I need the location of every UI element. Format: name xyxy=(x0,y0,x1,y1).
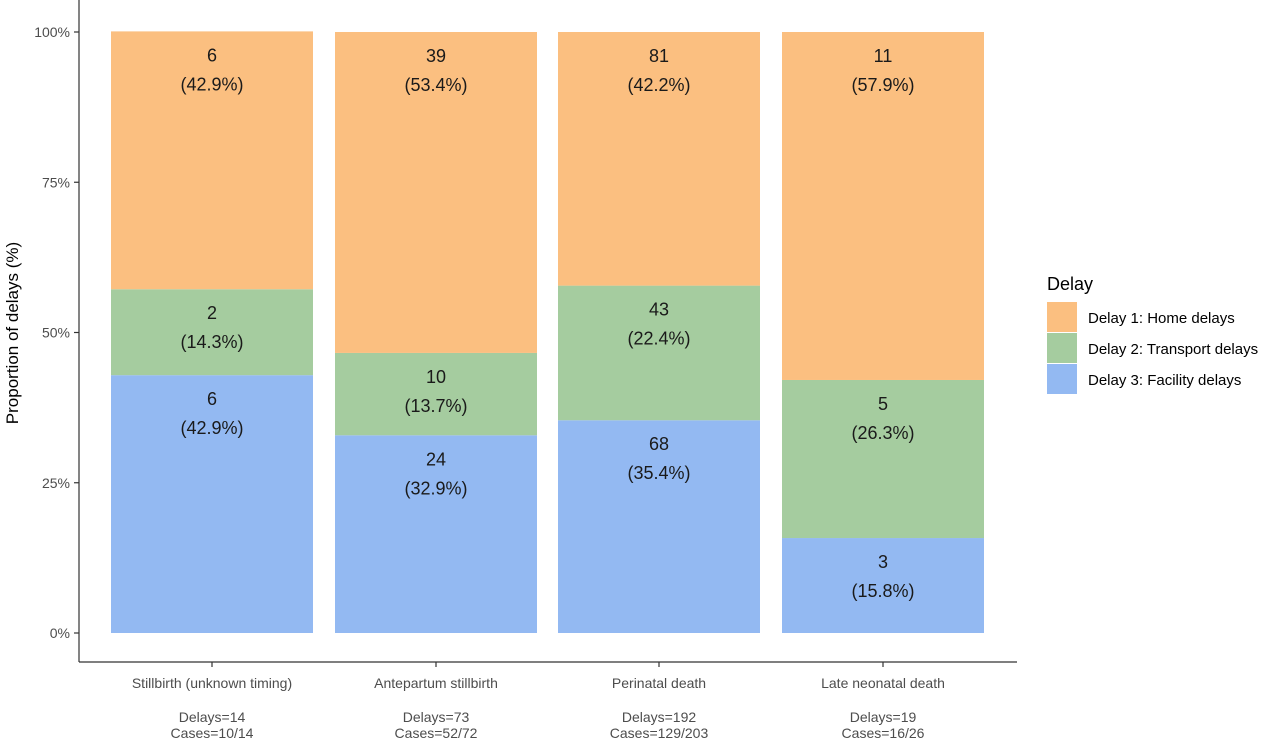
bar-segment xyxy=(558,285,760,421)
x-tick-label: Antepartum stillbirth xyxy=(374,675,498,691)
x-category-note: Cases=52/72 xyxy=(395,725,478,741)
y-tick-label: 0% xyxy=(50,625,70,641)
x-category-note: Delays=14 xyxy=(179,709,246,725)
bar-count-label: 2 xyxy=(207,303,217,323)
bar-percent-label: (57.9%) xyxy=(851,75,914,95)
x-category-note: Delays=192 xyxy=(622,709,697,725)
legend-label: Delay 3: Facility delays xyxy=(1088,372,1241,389)
bar-segment xyxy=(335,435,537,633)
axes-layer xyxy=(78,0,1017,663)
bar-segment xyxy=(335,352,537,436)
bar-count-label: 11 xyxy=(874,46,893,66)
bar-percent-label: (53.4%) xyxy=(404,75,467,95)
x-category-note: Cases=10/14 xyxy=(171,725,254,741)
bar-percent-label: (42.2%) xyxy=(627,75,690,95)
bar-segment xyxy=(111,31,313,290)
bar-segment xyxy=(111,289,313,376)
bar-count-label: 3 xyxy=(878,552,888,572)
x-category-note: Cases=16/26 xyxy=(842,725,925,741)
legend-label: Delay 1: Home delays xyxy=(1088,310,1235,327)
x-tick-label: Stillbirth (unknown timing) xyxy=(132,675,292,691)
legend-swatch xyxy=(1047,333,1077,363)
bar-count-label: 39 xyxy=(426,46,446,66)
bar-count-label: 10 xyxy=(426,367,446,387)
bar-segment xyxy=(782,379,984,539)
bar-count-label: 24 xyxy=(426,449,446,469)
bar-percent-label: (15.8%) xyxy=(851,581,914,601)
legend-items: Delay 1: Home delays Delay 2: Transport d… xyxy=(1047,302,1258,394)
y-tick-label: 75% xyxy=(42,174,70,190)
bar-percent-label: (22.4%) xyxy=(627,329,690,349)
y-tick-label: 25% xyxy=(42,475,70,491)
x-category-note: Delays=19 xyxy=(850,709,917,725)
legend-title: Delay xyxy=(1047,274,1093,294)
bar-percent-label: (42.9%) xyxy=(180,418,243,438)
bar-segment xyxy=(111,375,313,633)
bar-count-label: 5 xyxy=(878,394,888,414)
legend-swatch xyxy=(1047,364,1077,394)
x-tick-label: Late neonatal death xyxy=(821,675,945,691)
bar-percent-label: (35.4%) xyxy=(627,463,690,483)
bar-segment xyxy=(782,32,984,380)
x-category-note: Cases=129/203 xyxy=(610,725,709,741)
bar-segment xyxy=(782,538,984,633)
bar-segment xyxy=(558,32,760,286)
bar-count-label: 43 xyxy=(649,300,669,320)
bar-percent-label: (26.3%) xyxy=(851,423,914,443)
bar-count-label: 6 xyxy=(207,389,217,409)
x-category-note: Delays=73 xyxy=(403,709,470,725)
x-tick-label: Perinatal death xyxy=(612,675,706,691)
legend: Delay Delay 1: Home delays Delay 2: Trans… xyxy=(1047,274,1258,394)
bar-count-label: 68 xyxy=(649,434,669,454)
bar-percent-label: (42.9%) xyxy=(180,74,243,94)
legend-swatch xyxy=(1047,302,1077,332)
bar-count-label: 81 xyxy=(649,46,669,66)
legend-label: Delay 2: Transport delays xyxy=(1088,341,1258,358)
bar-segment xyxy=(558,420,760,633)
bar-percent-label: (13.7%) xyxy=(404,396,467,416)
bar-percent-label: (32.9%) xyxy=(404,478,467,498)
y-tick-label: 100% xyxy=(34,24,70,40)
bar-segment xyxy=(335,32,537,353)
x-ticks: Stillbirth (unknown timing)Delays=14Case… xyxy=(132,662,945,741)
bars-layer: 6 (42.9%) 2 (14.3%) 6 (42.9%) 24 (32.9%) 10 (13.7… xyxy=(111,31,984,633)
y-axis-title: Proportion of delays (%) xyxy=(3,242,22,424)
y-ticks: 0% 25% 50% 75% 100% xyxy=(34,24,79,641)
y-tick-label: 50% xyxy=(42,325,70,341)
bar-count-label: 6 xyxy=(207,45,217,65)
bar-percent-label: (14.3%) xyxy=(180,332,243,352)
